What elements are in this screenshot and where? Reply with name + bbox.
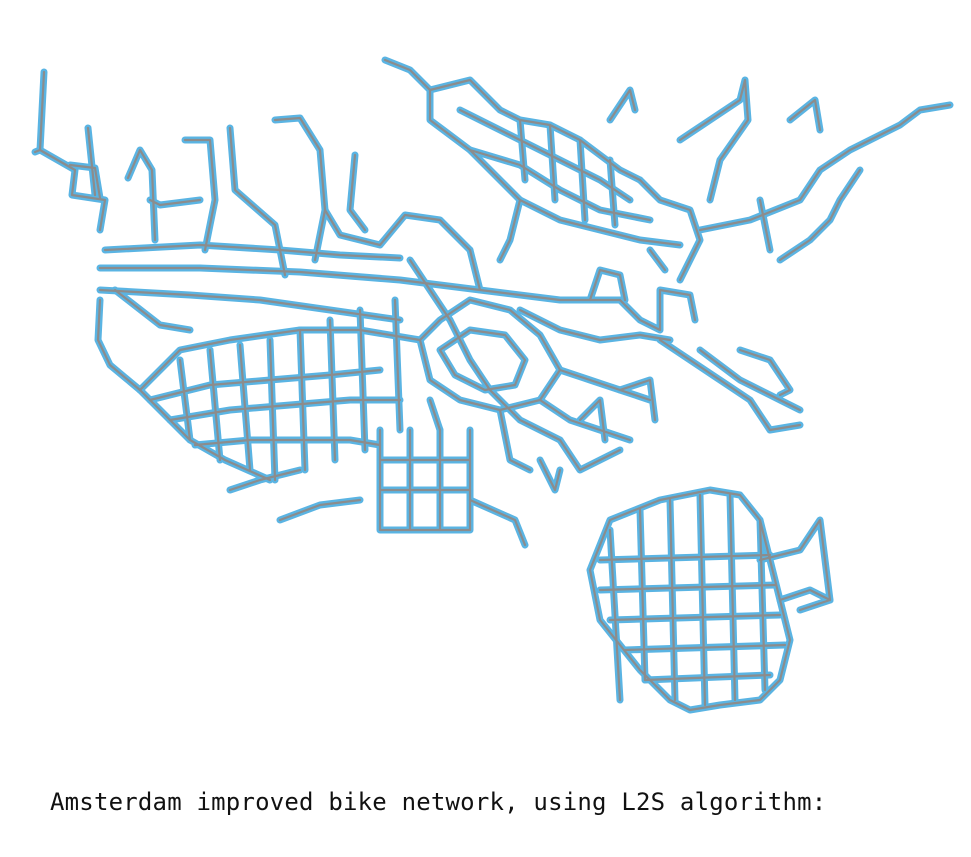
map-caption: Amsterdam improved bike network, using L… (50, 788, 827, 816)
bike-network-map (0, 0, 971, 760)
network-edge-layer (33, 58, 952, 712)
